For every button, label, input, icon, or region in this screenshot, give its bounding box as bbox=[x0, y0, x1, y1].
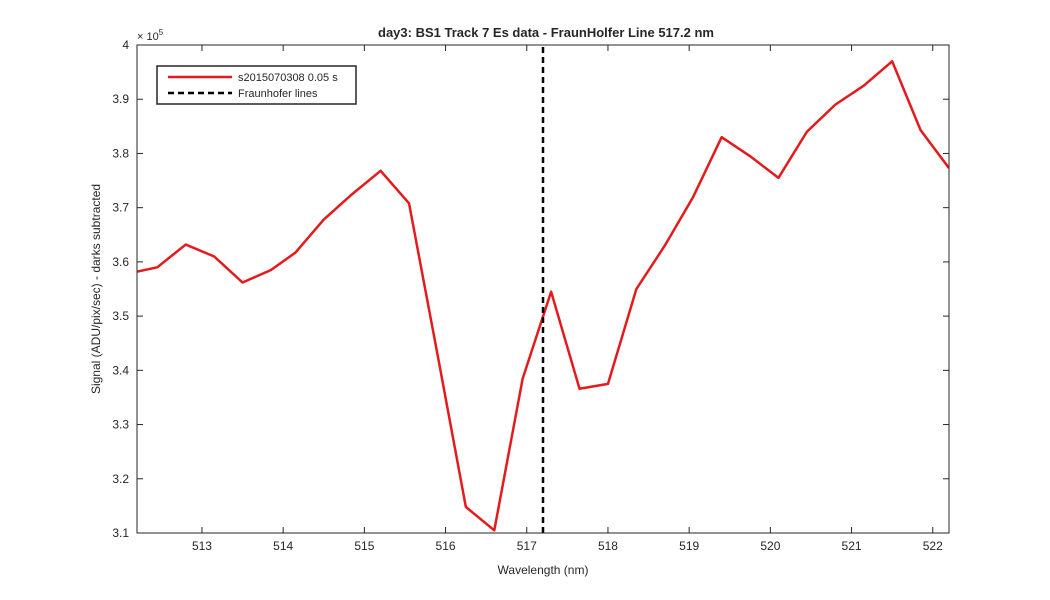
x-tick-label: 516 bbox=[436, 539, 456, 553]
x-tick-label: 520 bbox=[760, 539, 780, 553]
x-tick-label: 513 bbox=[192, 539, 212, 553]
y-tick-label: 3.4 bbox=[112, 363, 129, 377]
x-tick-label: 514 bbox=[273, 539, 293, 553]
y-axis: 3.1 3.2 3.3 3.4 3.5 3.6 3.7 3.8 3.9 4 bbox=[112, 38, 949, 540]
plot-frame bbox=[136, 44, 950, 534]
y-axis-exponent: × 105 bbox=[137, 28, 164, 43]
series-layer bbox=[137, 45, 949, 533]
y-axis-label: Signal (ADU/pix/sec) - darks subtracted bbox=[89, 184, 103, 394]
x-axis-label: Wavelength (nm) bbox=[498, 563, 589, 577]
y-tick-label: 4 bbox=[122, 38, 129, 52]
y-tick-label: 3.5 bbox=[112, 309, 129, 323]
x-tick-label: 518 bbox=[598, 539, 618, 553]
legend: s2015070308 0.05 s Fraunhofer lines bbox=[156, 65, 357, 105]
x-tick-label: 517 bbox=[517, 539, 537, 553]
y-tick-label: 3.7 bbox=[112, 201, 129, 215]
x-axis: 513 514 515 516 517 518 519 520 521 522 bbox=[192, 45, 943, 553]
y-tick-label: 3.1 bbox=[112, 526, 129, 540]
y-tick-label: 3.8 bbox=[112, 146, 129, 160]
x-tick-label: 519 bbox=[679, 539, 699, 553]
y-axis-exponent-base: × 10 bbox=[137, 31, 159, 43]
x-tick-label: 521 bbox=[842, 539, 862, 553]
y-tick-label: 3.2 bbox=[112, 472, 129, 486]
y-tick-label: 3.6 bbox=[112, 255, 129, 269]
legend-label-fraunhofer: Fraunhofer lines bbox=[238, 88, 318, 100]
x-tick-label: 522 bbox=[923, 539, 943, 553]
y-tick-label: 3.3 bbox=[112, 418, 129, 432]
legend-label-measured: s2015070308 0.05 s bbox=[238, 72, 338, 84]
legend-box bbox=[156, 65, 357, 105]
series-line-measured bbox=[137, 60, 949, 532]
y-axis-exponent-power: 5 bbox=[159, 28, 164, 37]
x-tick-label: 515 bbox=[354, 539, 374, 553]
chart-title: day3: BS1 Track 7 Es data - FraunHolfer … bbox=[378, 25, 714, 40]
y-tick-label: 3.9 bbox=[112, 92, 129, 106]
